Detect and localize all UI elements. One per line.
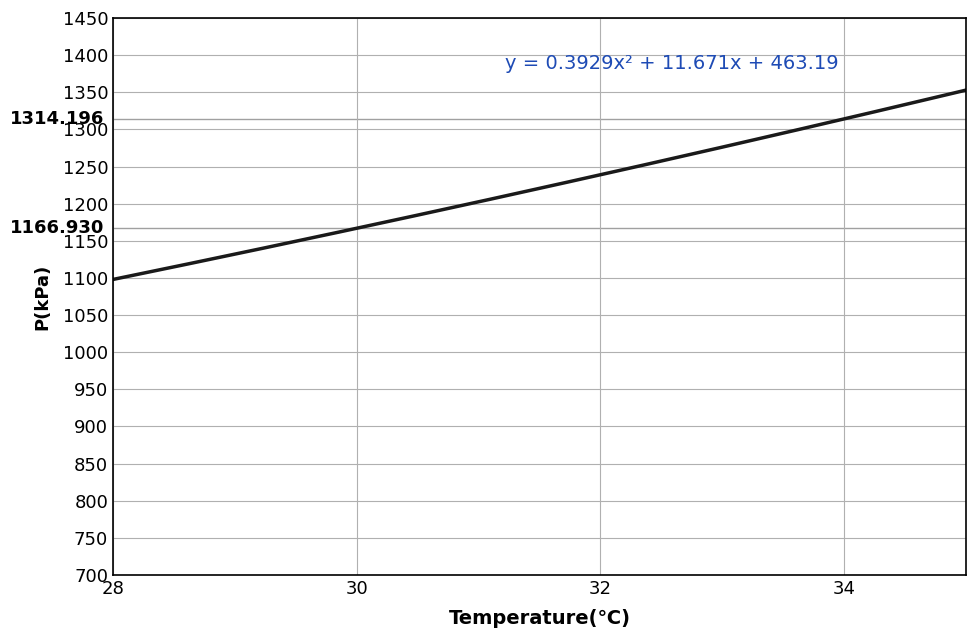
Text: 1314.196: 1314.196	[10, 110, 105, 128]
Text: 1166.930: 1166.930	[10, 219, 105, 237]
Text: y = 0.3929x² + 11.671x + 463.19: y = 0.3929x² + 11.671x + 463.19	[505, 54, 839, 73]
Y-axis label: P(kPa): P(kPa)	[33, 263, 52, 330]
X-axis label: Temperature(℃): Temperature(℃)	[448, 609, 630, 628]
